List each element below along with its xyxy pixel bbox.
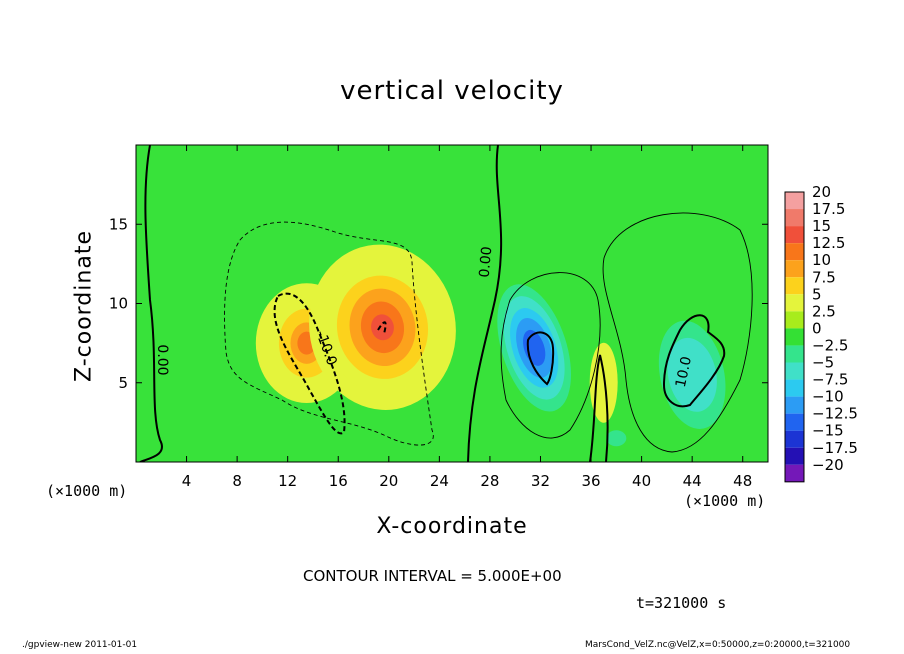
colorbar-label-13: −12.5 bbox=[812, 405, 858, 423]
colorbar-swatch-4 bbox=[785, 260, 804, 278]
y-axis-label: Z-coordinate bbox=[71, 230, 97, 382]
y-tick-label-10: 10 bbox=[109, 295, 128, 313]
x-tick-label-40: 40 bbox=[632, 472, 651, 490]
x-tick-label-36: 36 bbox=[581, 472, 600, 490]
plot-area: 0.000.00-10.010.0 bbox=[135, 144, 769, 463]
colorbar-label-1: 17.5 bbox=[812, 200, 845, 218]
contour-pos10a bbox=[526, 331, 555, 386]
colorbar-swatch-10 bbox=[785, 362, 804, 380]
contour-neg10 bbox=[273, 292, 346, 435]
colorbar-swatch-1 bbox=[785, 209, 804, 227]
x-tick-label-16: 16 bbox=[329, 472, 348, 490]
footer-left: ./gpview-new 2011-01-01 bbox=[22, 640, 138, 650]
x-tick-label-20: 20 bbox=[379, 472, 398, 490]
x-axis: 4 8 12 16 20 24 28 32 36 40 44 48 bbox=[182, 145, 752, 490]
y-tick-label-5: 5 bbox=[118, 374, 128, 392]
x-tick-label-8: 8 bbox=[232, 472, 242, 490]
x-tick-label-32: 32 bbox=[531, 472, 550, 490]
colorbar-label-15: −17.5 bbox=[812, 439, 858, 457]
colorbar-label-7: 2.5 bbox=[812, 302, 836, 320]
colorbar-swatch-9 bbox=[785, 345, 804, 363]
field-blob-3-5 bbox=[371, 314, 394, 341]
x-tick-label-24: 24 bbox=[430, 472, 449, 490]
colorbar-label-8: 0 bbox=[812, 319, 822, 337]
colorbar-swatch-0 bbox=[785, 192, 804, 210]
colorbar-frame bbox=[784, 191, 805, 483]
time-label: t=321000 s bbox=[636, 594, 727, 612]
y-tick-label-15: 15 bbox=[109, 215, 128, 233]
contour-pos5b bbox=[602, 212, 753, 453]
x-tick-label-4: 4 bbox=[182, 472, 192, 490]
colorbar-swatch-12 bbox=[785, 396, 804, 414]
contour-neg5 bbox=[224, 221, 434, 446]
contour-zero-left bbox=[139, 145, 163, 462]
field-blob-small bbox=[606, 430, 627, 447]
colorbar-swatch-14 bbox=[785, 430, 804, 448]
x-tick-label-44: 44 bbox=[683, 472, 702, 490]
colorbar-label-12: −10 bbox=[812, 388, 844, 406]
colorbar-swatch-2 bbox=[785, 226, 804, 244]
colorbar-label-2: 15 bbox=[812, 217, 831, 235]
colorbar-swatch-16 bbox=[785, 464, 804, 482]
colorbar-swatch-7 bbox=[785, 311, 804, 329]
field-background bbox=[136, 145, 768, 462]
colorbar-swatch-13 bbox=[785, 413, 804, 431]
field-blob-1-1 bbox=[667, 337, 717, 412]
contour-interval: CONTOUR INTERVAL = 5.000E+00 bbox=[303, 567, 562, 585]
colorbar-swatch-3 bbox=[785, 243, 804, 261]
colorbar-label-0: 20 bbox=[812, 183, 831, 201]
colorbar-label-4: 10 bbox=[812, 251, 831, 269]
colorbar-swatch-11 bbox=[785, 379, 804, 397]
contour-lines bbox=[139, 145, 753, 462]
colorbar-label-3: 12.5 bbox=[812, 234, 845, 252]
colorbar-label-16: −20 bbox=[812, 456, 844, 474]
x-unit-right: (×1000 m) bbox=[684, 492, 766, 510]
footer-right: MarsCond_VelZ.nc@VelZ,x=0:50000,z=0:2000… bbox=[585, 640, 851, 650]
velocity-field bbox=[255, 244, 726, 447]
colorbar-label-9: −2.5 bbox=[812, 336, 848, 354]
contour-zero-right bbox=[589, 354, 609, 462]
contour-label-3: 10.0 bbox=[673, 355, 695, 389]
x-unit-left: (×1000 m) bbox=[46, 482, 128, 500]
contour-zero-mid bbox=[467, 145, 503, 462]
x-axis-label: X-coordinate bbox=[376, 514, 528, 539]
colorbar-swatch-15 bbox=[785, 447, 804, 465]
colorbar: 2017.51512.5107.552.50−2.5−5−7.5−10−12.5… bbox=[784, 183, 858, 483]
x-tick-label-12: 12 bbox=[278, 472, 297, 490]
colorbar-label-14: −15 bbox=[812, 422, 844, 440]
contour-label-1: 0.00 bbox=[477, 246, 496, 278]
colorbar-label-10: −5 bbox=[812, 354, 834, 372]
contour-neg10b bbox=[377, 321, 387, 335]
colorbar-swatch-5 bbox=[785, 277, 804, 295]
contour-pos5a bbox=[500, 272, 601, 439]
colorbar-label-6: 5 bbox=[812, 285, 822, 303]
colorbar-label-11: −7.5 bbox=[812, 371, 848, 389]
x-tick-label-28: 28 bbox=[480, 472, 499, 490]
chart-title: vertical velocity bbox=[340, 76, 564, 106]
colorbar-swatch-6 bbox=[785, 294, 804, 312]
colorbar-swatch-8 bbox=[785, 328, 804, 346]
contour-pos10b bbox=[662, 314, 726, 408]
contour-label-0: 0.00 bbox=[154, 344, 170, 375]
y-axis: 5 10 15 bbox=[109, 215, 768, 392]
x-tick-label-48: 48 bbox=[733, 472, 752, 490]
colorbar-label-5: 7.5 bbox=[812, 268, 836, 286]
